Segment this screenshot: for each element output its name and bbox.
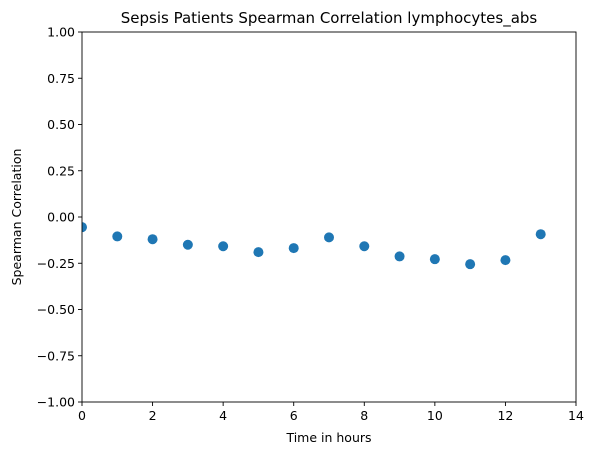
y-tick-label: 1.00 [47, 25, 75, 40]
x-tick-label: 6 [290, 408, 298, 423]
data-point [112, 231, 123, 242]
y-axis-label: Spearman Correlation [9, 149, 24, 286]
y-tick-label: −1.00 [37, 395, 75, 410]
data-point [359, 241, 370, 252]
x-tick-label: 0 [78, 408, 86, 423]
x-axis: 0 2 4 6 8 10 12 14 [78, 402, 584, 423]
y-tick-label: −0.50 [37, 302, 75, 317]
x-tick-label: 14 [568, 408, 584, 423]
x-axis-label: Time in hours [285, 430, 371, 445]
data-point [535, 229, 546, 240]
data-point [288, 243, 299, 254]
data-point [147, 234, 158, 245]
y-tick-label: −0.25 [37, 256, 75, 271]
data-point [218, 241, 229, 252]
data-point [82, 222, 87, 233]
data-point [500, 255, 511, 266]
y-tick-label: 0.00 [47, 210, 75, 225]
x-tick-label: 10 [427, 408, 443, 423]
x-tick-label: 2 [149, 408, 157, 423]
plot-frame [81, 31, 577, 403]
data-point [429, 254, 440, 265]
data-point [465, 259, 476, 270]
plot-area [82, 222, 546, 270]
data-point [253, 247, 264, 258]
x-tick-label: 8 [360, 408, 368, 423]
x-tick-label: 12 [497, 408, 513, 423]
y-tick-label: 0.75 [47, 71, 75, 86]
data-points [82, 222, 546, 270]
data-point [182, 239, 193, 250]
x-tick-label: 4 [219, 408, 227, 423]
data-point [324, 232, 334, 243]
data-point [394, 251, 405, 262]
chart-title: Sepsis Patients Spearman Correlation lym… [121, 9, 538, 28]
y-axis: −1.00 −0.75 −0.50 −0.25 0.00 0.25 0.50 0.75 1.00 [37, 25, 82, 410]
y-tick-label: −0.75 [37, 348, 75, 363]
y-tick-label: 0.25 [47, 163, 75, 178]
y-tick-label: 0.50 [47, 117, 75, 132]
